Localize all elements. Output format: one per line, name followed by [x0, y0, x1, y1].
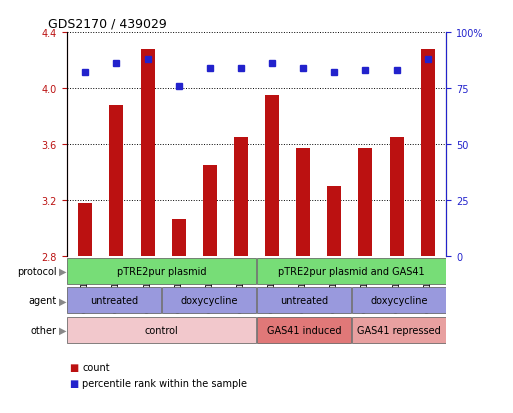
- Text: ▶: ▶: [58, 296, 66, 306]
- Text: ■: ■: [69, 378, 78, 388]
- Text: untreated: untreated: [280, 296, 328, 306]
- Text: control: control: [145, 325, 179, 335]
- Text: protocol: protocol: [17, 266, 56, 276]
- Text: GDS2170 / 439029: GDS2170 / 439029: [48, 17, 166, 31]
- Bar: [352, 317, 446, 343]
- Bar: [141, 50, 154, 256]
- Text: GAS41 induced: GAS41 induced: [267, 325, 341, 335]
- Bar: [257, 288, 351, 313]
- Text: ▶: ▶: [58, 325, 66, 335]
- Bar: [67, 317, 256, 343]
- Bar: [203, 166, 217, 256]
- Bar: [359, 149, 372, 256]
- Bar: [67, 288, 161, 313]
- Bar: [67, 259, 256, 284]
- Bar: [327, 186, 341, 256]
- Text: ▶: ▶: [58, 266, 66, 276]
- Bar: [172, 220, 186, 256]
- Text: pTRE2pur plasmid and GAS41: pTRE2pur plasmid and GAS41: [278, 266, 425, 276]
- Text: pTRE2pur plasmid: pTRE2pur plasmid: [117, 266, 206, 276]
- Text: other: other: [30, 325, 56, 335]
- Bar: [421, 50, 435, 256]
- Bar: [352, 288, 446, 313]
- Bar: [257, 259, 446, 284]
- Bar: [389, 138, 404, 256]
- Text: untreated: untreated: [90, 296, 138, 306]
- Text: ■: ■: [69, 362, 78, 372]
- Bar: [265, 96, 279, 256]
- Text: count: count: [82, 362, 110, 372]
- Text: doxycycline: doxycycline: [370, 296, 428, 306]
- Text: percentile rank within the sample: percentile rank within the sample: [82, 378, 247, 388]
- Bar: [109, 106, 124, 256]
- Text: GAS41 repressed: GAS41 repressed: [357, 325, 441, 335]
- Bar: [78, 203, 92, 256]
- Bar: [296, 149, 310, 256]
- Text: doxycycline: doxycycline: [180, 296, 238, 306]
- Bar: [257, 317, 351, 343]
- Bar: [234, 138, 248, 256]
- Text: agent: agent: [28, 296, 56, 306]
- Bar: [162, 288, 256, 313]
